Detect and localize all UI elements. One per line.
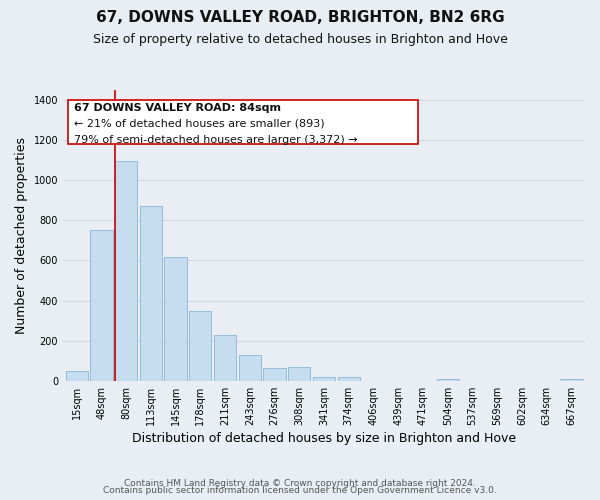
Text: 67 DOWNS VALLEY ROAD: 84sqm: 67 DOWNS VALLEY ROAD: 84sqm <box>74 102 281 113</box>
Bar <box>65 371 88 381</box>
Bar <box>239 354 261 381</box>
X-axis label: Distribution of detached houses by size in Brighton and Hove: Distribution of detached houses by size … <box>132 432 516 445</box>
Bar <box>140 206 162 381</box>
Bar <box>437 379 459 381</box>
Text: Contains HM Land Registry data © Crown copyright and database right 2024.: Contains HM Land Registry data © Crown c… <box>124 478 476 488</box>
Y-axis label: Number of detached properties: Number of detached properties <box>15 137 28 334</box>
Bar <box>560 379 583 381</box>
Bar <box>263 368 286 381</box>
Bar <box>90 230 113 381</box>
Text: Contains public sector information licensed under the Open Government Licence v3: Contains public sector information licen… <box>103 486 497 495</box>
Bar <box>115 161 137 381</box>
Bar <box>288 367 310 381</box>
Bar <box>313 377 335 381</box>
Bar <box>189 310 211 381</box>
Text: Size of property relative to detached houses in Brighton and Hove: Size of property relative to detached ho… <box>92 32 508 46</box>
Bar <box>338 377 360 381</box>
Text: 67, DOWNS VALLEY ROAD, BRIGHTON, BN2 6RG: 67, DOWNS VALLEY ROAD, BRIGHTON, BN2 6RG <box>95 10 505 25</box>
Text: ← 21% of detached houses are smaller (893): ← 21% of detached houses are smaller (89… <box>74 118 325 128</box>
Text: 79% of semi-detached houses are larger (3,372) →: 79% of semi-detached houses are larger (… <box>74 134 358 144</box>
Bar <box>214 334 236 381</box>
Bar <box>164 258 187 381</box>
